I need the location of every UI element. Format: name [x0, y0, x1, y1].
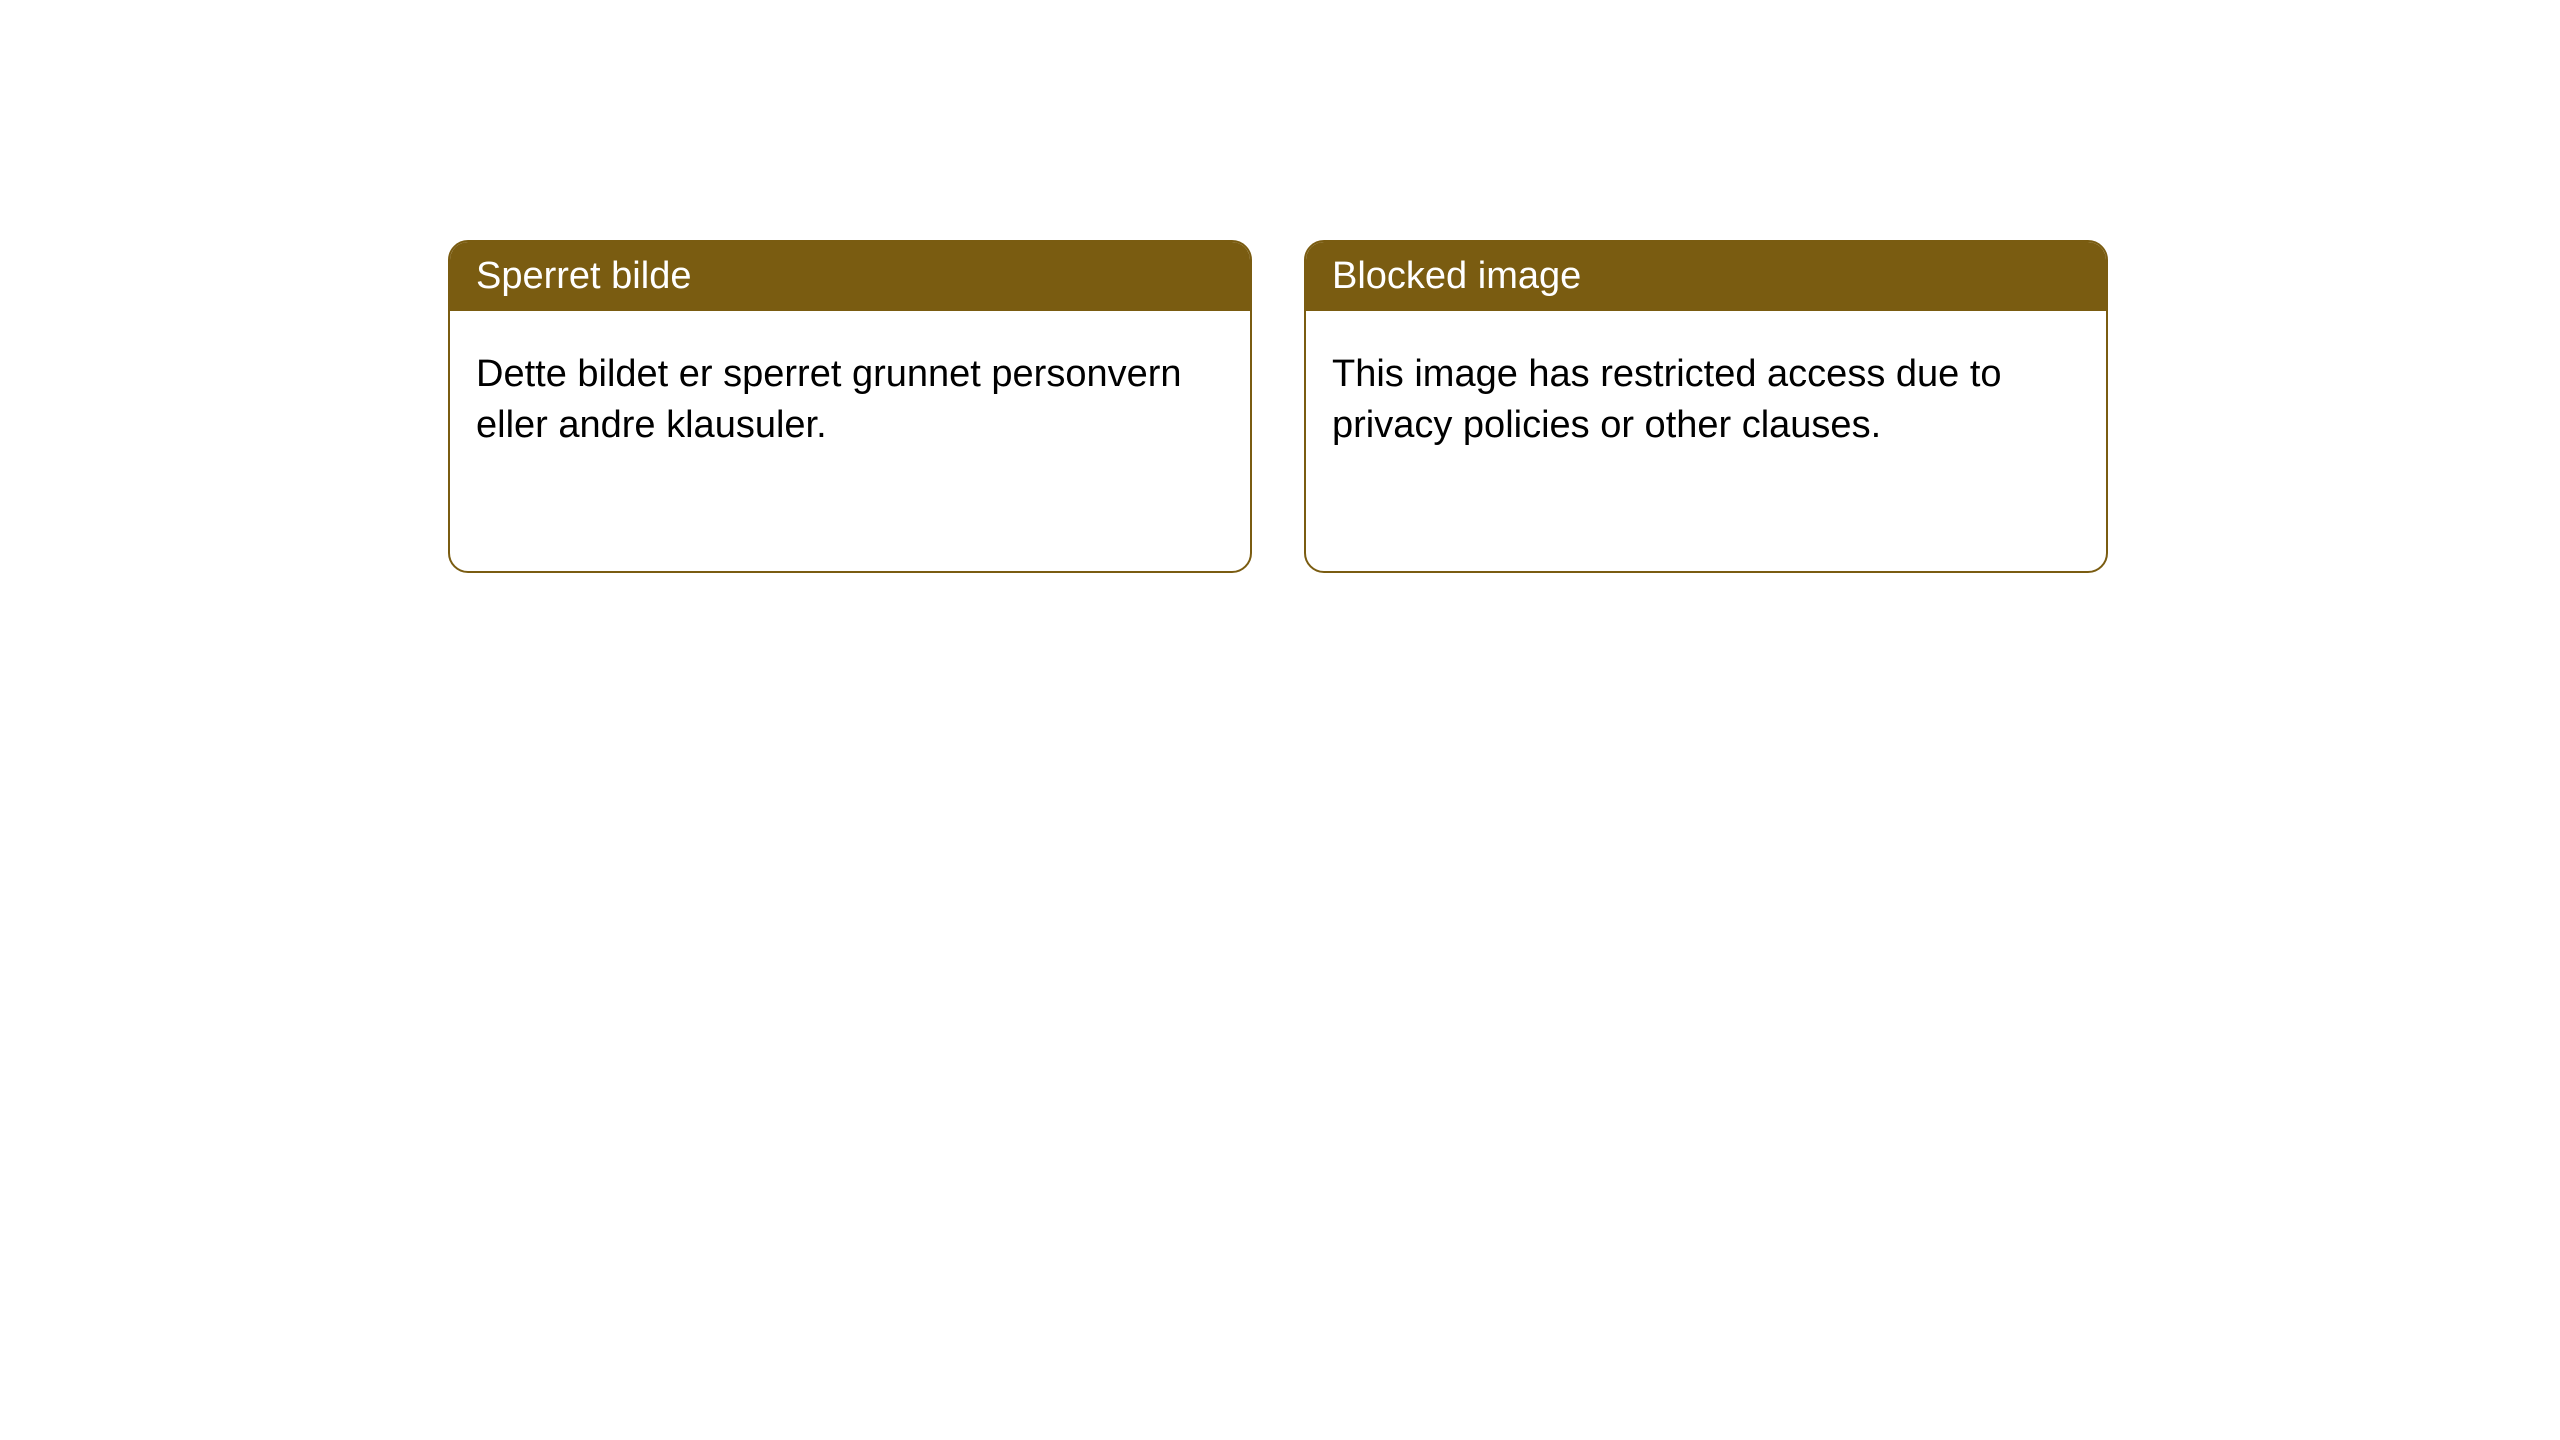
card-body-english: This image has restricted access due to …: [1306, 311, 2106, 490]
notice-container: Sperret bilde Dette bildet er sperret gr…: [0, 0, 2560, 573]
blocked-image-card-norwegian: Sperret bilde Dette bildet er sperret gr…: [448, 240, 1252, 573]
card-title-norwegian: Sperret bilde: [450, 242, 1250, 311]
card-body-norwegian: Dette bildet er sperret grunnet personve…: [450, 311, 1250, 490]
blocked-image-card-english: Blocked image This image has restricted …: [1304, 240, 2108, 573]
card-title-english: Blocked image: [1306, 242, 2106, 311]
